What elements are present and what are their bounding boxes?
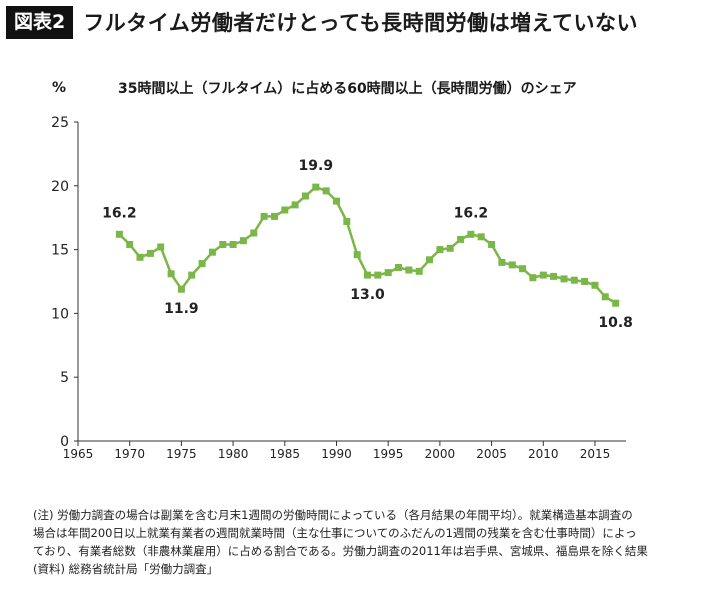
data-point (508, 261, 516, 269)
data-point (126, 241, 134, 248)
source-line: (資料) 総務省統計局「労働力調査」 (33, 562, 219, 576)
data-point (343, 218, 351, 225)
data-point (415, 267, 423, 275)
data-point (467, 230, 475, 238)
data-point (198, 260, 206, 268)
footnote-line: 場合は年間200日以上就業有業者の週間就業時間（主な仕事についてのふだんの1週間… (33, 526, 637, 540)
data-point (384, 269, 392, 277)
x-tick-label: 2015 (580, 447, 611, 461)
data-point (333, 197, 340, 205)
data-point (581, 278, 589, 285)
data-point (560, 275, 568, 283)
data-point (302, 192, 309, 200)
line-chart: 0 5 10 15 20 25 1965 1970 1975 1980 1985 1990 1995 20… (51, 115, 633, 461)
data-label: 13.0 (350, 287, 385, 303)
y-tick-label: 0 (60, 434, 69, 450)
x-tick-label: 1990 (321, 447, 352, 461)
x-tick-label: 1970 (114, 447, 145, 461)
footnote: (注) 労働力調査の場合は副業を含む月末1週間の労働時間によっている（各月結果の… (33, 506, 698, 578)
data-label: 11.9 (164, 301, 199, 317)
data-point (498, 258, 506, 266)
data-point (146, 249, 154, 257)
data-point (157, 243, 165, 251)
data-point (446, 244, 454, 252)
data-point (322, 187, 330, 195)
x-tick-label: 2000 (425, 447, 456, 461)
data-point (529, 274, 537, 282)
y-tick-label: 10 (51, 306, 69, 322)
figure-badge: 図表2 (6, 6, 74, 39)
data-point (281, 206, 289, 214)
data-point (115, 230, 123, 238)
data-point (250, 229, 258, 237)
y-axis-unit: % (52, 80, 67, 96)
data-point (312, 183, 320, 191)
data-point (612, 299, 620, 307)
data-point (457, 235, 465, 243)
data-point (405, 266, 413, 274)
data-label: 16.2 (454, 205, 489, 221)
chart-title: 35時間以上（フルタイム）に占める60時間以上（長時間労働）のシェア (118, 81, 577, 97)
data-point (519, 265, 527, 273)
data-point (539, 271, 547, 279)
x-tick-label: 2005 (476, 447, 507, 461)
data-point (601, 293, 609, 301)
data-point (239, 237, 247, 245)
x-tick-label: 1980 (218, 447, 249, 461)
header: 図表2 フルタイム労働者だけとっても長時間労働は増えていない (6, 6, 638, 39)
data-point (353, 251, 361, 259)
data-point (364, 271, 371, 279)
data-point (291, 201, 299, 209)
x-tick-label: 1995 (373, 447, 404, 461)
data-point (477, 233, 485, 241)
data-point (208, 248, 216, 256)
data-point (136, 253, 144, 261)
data-point (374, 271, 382, 279)
x-tick-label: 1985 (270, 447, 301, 461)
data-point (488, 241, 496, 248)
data-point (271, 212, 278, 220)
page-title: フルタイム労働者だけとっても長時間労働は増えていない (83, 10, 639, 35)
data-point (188, 271, 196, 279)
footnote-line: (注) 労働力調査の場合は副業を含む月末1週間の労働時間によっている（各月結果の… (33, 508, 633, 522)
data-label: 19.9 (299, 158, 334, 174)
data-point (229, 241, 237, 248)
data-point (177, 285, 185, 293)
data-point (260, 212, 268, 220)
data-point (591, 281, 599, 289)
data-point (167, 270, 175, 278)
y-tick-label: 20 (51, 179, 69, 195)
footnote-line: ており、有業者総数（非農林業雇用）に占める割合である。労働力調査の2011年は岩… (33, 544, 648, 558)
data-point (570, 276, 578, 284)
data-label: 16.2 (102, 205, 137, 221)
data-point (395, 264, 402, 271)
x-tick-label: 1965 (63, 447, 94, 461)
y-tick-label: 15 (51, 243, 69, 259)
series-line (118, 185, 617, 305)
x-tick-label: 1975 (166, 447, 197, 461)
data-label: 10.8 (598, 315, 633, 331)
y-tick-label: 25 (51, 115, 69, 131)
data-point (426, 256, 433, 264)
data-point (550, 272, 558, 280)
y-tick-label: 5 (60, 370, 69, 386)
x-tick-label: 2010 (528, 447, 559, 461)
data-point (219, 241, 227, 248)
data-point (436, 246, 444, 254)
